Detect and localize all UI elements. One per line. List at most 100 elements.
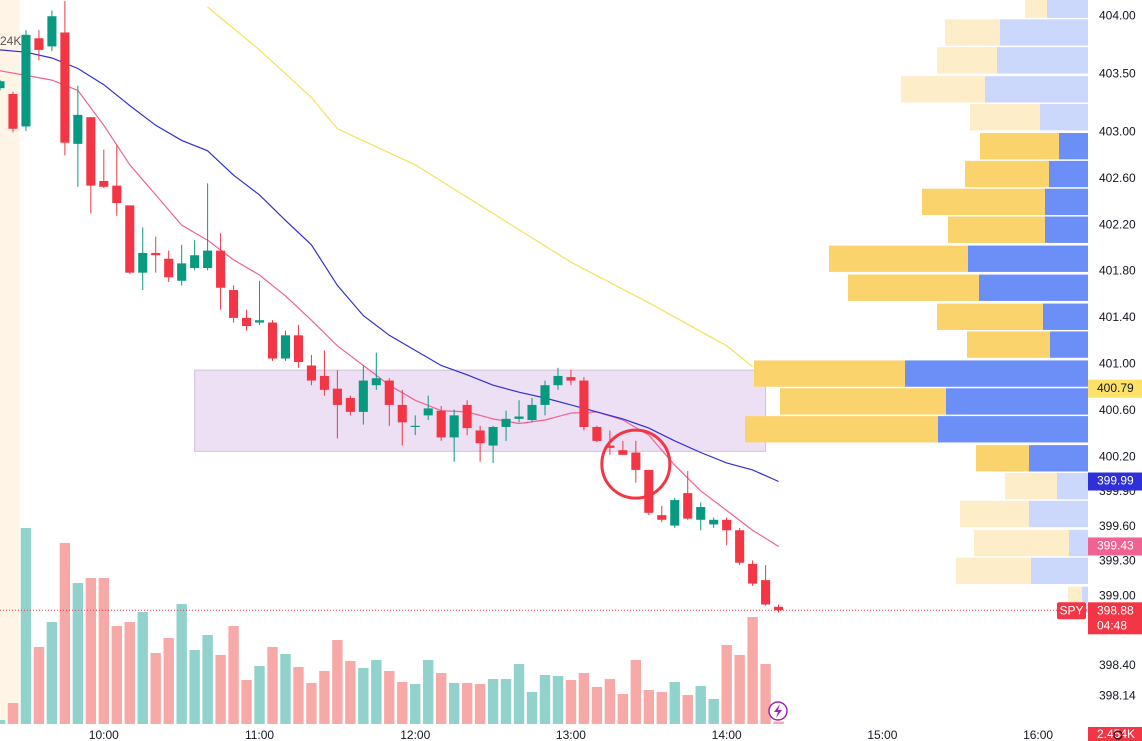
x-tick-label: 13:00 [556,728,586,741]
profile-sell [1029,445,1088,472]
ma-label: 399.43 [1097,539,1134,553]
candle-body [306,365,316,381]
candle-body [540,385,550,405]
profile-buy [829,245,968,272]
x-tick-label: 11:00 [245,728,274,741]
candle-body [501,418,511,427]
x-tick-label: 12:00 [400,728,430,741]
candle-body [735,530,745,563]
candle-body [475,430,485,444]
volume-bar [33,647,45,724]
volume-bar [526,692,538,724]
volume-bar [448,683,460,724]
volume-bar [0,720,6,724]
volume-bar [630,660,642,724]
moving-average [207,6,753,368]
volume-bar [189,650,200,724]
gear[interactable] [1113,730,1123,740]
poc-label-box [1088,379,1142,398]
volume-bar [384,671,395,724]
volume-bar [228,626,239,724]
candle-body [267,322,278,359]
price-axis: 404.00 403.50 403.00 402.60 402.20 401.80 401.… [1057,8,1142,741]
candle-body [86,117,96,186]
y-tick-label: 401.80 [1099,264,1136,278]
icon-bolt[interactable] [774,704,782,718]
volume-bar [708,699,719,724]
profile-sell [905,360,1088,387]
volume-bar [436,673,447,724]
volume-bar [760,664,771,724]
candle-body [47,16,57,47]
volume-bar [578,673,590,724]
volume-bar [747,617,758,724]
profile-sell [946,388,1088,415]
profile-buy [980,133,1059,160]
candle-body [242,317,252,327]
y-tick-label: 401.00 [1099,356,1136,370]
candle-body [553,375,563,386]
y-tick-label: 402.60 [1099,171,1136,185]
candle-body [527,404,537,421]
volume-bar [319,671,330,724]
last-price-label: 398.88 [1097,603,1134,617]
volume-bar [487,679,499,724]
volume-label-box [1088,727,1142,741]
settings-icon[interactable] [1113,730,1123,740]
y-tick-label: 400.60 [1099,403,1136,417]
volume-bar [85,578,97,724]
profile-buy [1025,0,1047,18]
volume-bar [552,676,564,724]
profile-buy [754,360,905,387]
profile-sell [997,47,1088,74]
premarket-shade [0,0,20,724]
candle-body [592,426,602,441]
profile-sell [1050,331,1088,358]
candle-body [696,507,706,520]
volume-bar [111,626,122,724]
x-tick-label: 16:00 [1023,728,1053,741]
candle-body [384,380,394,405]
volume-bar [241,680,252,724]
lightning-icon[interactable] [768,701,788,721]
volume-bar [591,687,603,724]
volume-bar [721,645,732,724]
profile-buy [976,445,1029,472]
volume-bar [345,661,356,724]
volume-bar [695,686,706,724]
profile-sell [1043,303,1088,330]
profile-sell [1045,188,1088,216]
volume-bar [371,660,382,724]
profile-buy [848,274,979,301]
candle-body [618,450,628,455]
volume-bar [474,684,486,724]
y-tick-label: 399.00 [1099,589,1136,603]
volume-bar [59,543,71,724]
profile-sell [979,274,1088,301]
profile-buy [948,216,1045,243]
candle-body [566,377,576,381]
candle-body [229,290,239,318]
volume-bar [306,683,317,724]
candle-body [164,258,174,278]
volume-bar [254,666,265,724]
corner-label: 24K [0,34,21,48]
volume-bar [46,622,58,724]
candle-body [397,404,407,423]
volume-bar [202,635,213,724]
profile-buy [956,557,1031,585]
candle-body [73,114,83,144]
candle-body [488,426,498,446]
profile-buy [780,388,946,415]
plot-area: 24K [0,0,1088,724]
volume-bar [513,664,525,724]
volume-bar [267,647,278,724]
volume-bar [150,653,161,724]
volume-bar [98,578,109,724]
profile-buy [970,104,1040,131]
candle-body [436,410,446,438]
volume-bar [669,682,680,724]
last-price-box [1088,602,1142,635]
symbol-label: SPY [1059,603,1083,617]
candle-body [605,445,615,448]
